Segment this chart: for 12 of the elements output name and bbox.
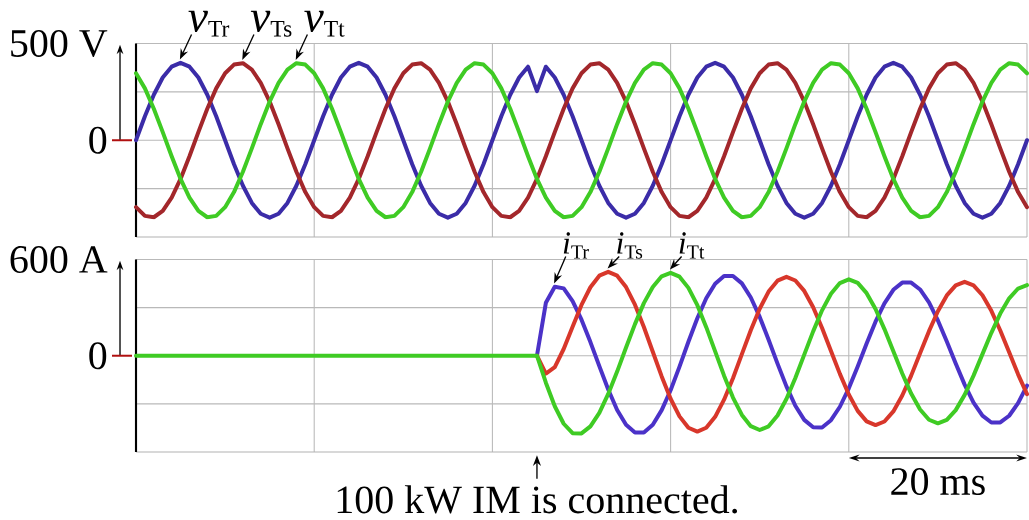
text: 100 kW IM is connected. [337,485,738,514]
series-label: i$_{Tr}$ [563,232,589,259]
series-label: i$_{Tt}$ [679,232,705,259]
series-label: i$_{Ts}$ [617,232,643,259]
text: 20 ms [891,468,985,496]
y-tick-label: 600 A [10,245,108,273]
y-tick-label: 500 V [11,29,108,58]
y-tick-label: 0 [89,126,107,154]
series-label: v$_{Ts}$ [250,10,292,37]
series-label: v$_{Tt}$ [304,10,345,37]
y-tick-label: 0 [89,342,107,370]
series-label: v$_{Tr}$ [188,10,230,37]
